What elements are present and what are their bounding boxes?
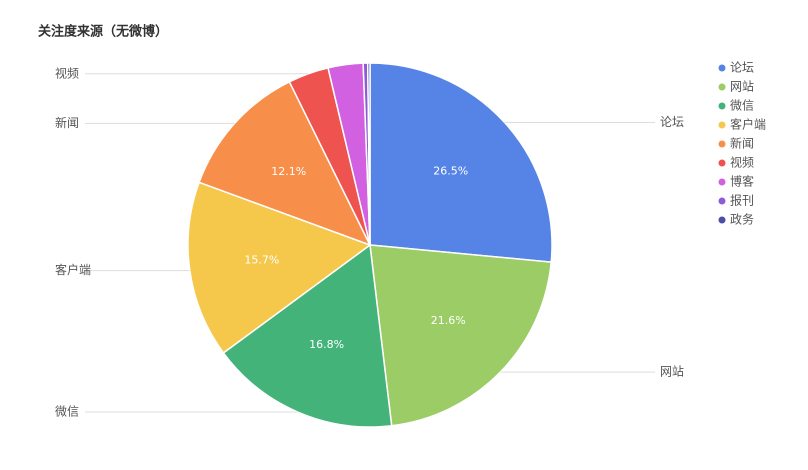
- data-label: 15.7%: [244, 253, 279, 266]
- pie-slice: [198, 80, 372, 247]
- legend-marker: [718, 83, 726, 91]
- legend-marker: [718, 121, 726, 129]
- legend-marker: [718, 178, 726, 186]
- chart-title: 关注度来源（无微博）: [38, 24, 168, 40]
- legend-label: 客户端: [730, 117, 766, 132]
- legend-marker: [718, 102, 726, 110]
- slice-label: 客户端: [55, 262, 91, 277]
- legend-label: 网站: [730, 80, 754, 94]
- legend-label: 报刊: [730, 193, 754, 208]
- legend-label: 视频: [730, 155, 754, 170]
- pie-slice: [369, 244, 553, 427]
- data-label: 21.6%: [431, 314, 466, 327]
- pie-slice: [222, 243, 393, 428]
- slice-label: 论坛: [660, 115, 684, 129]
- slice-label: 微信: [55, 405, 79, 419]
- slice-label: 网站: [660, 365, 684, 379]
- legend-marker: [718, 216, 726, 224]
- legend-marker: [718, 140, 726, 148]
- legend-label: 博客: [730, 174, 754, 189]
- slice-label: 视频: [55, 65, 79, 80]
- legend-marker: [718, 159, 726, 167]
- data-label: 16.8%: [309, 338, 344, 351]
- slice-label: 新闻: [55, 115, 79, 130]
- legend-label: 新闻: [730, 136, 754, 151]
- legend-label: 论坛: [730, 61, 754, 75]
- pie-slice: [369, 62, 553, 263]
- pie-slice: [366, 62, 371, 246]
- legend-label: 微信: [730, 99, 754, 113]
- data-label: 26.5%: [433, 165, 468, 178]
- legend-marker: [718, 197, 726, 205]
- legend-label: 政务: [730, 212, 754, 227]
- legend-marker: [718, 64, 726, 72]
- data-label: 12.1%: [271, 165, 306, 178]
